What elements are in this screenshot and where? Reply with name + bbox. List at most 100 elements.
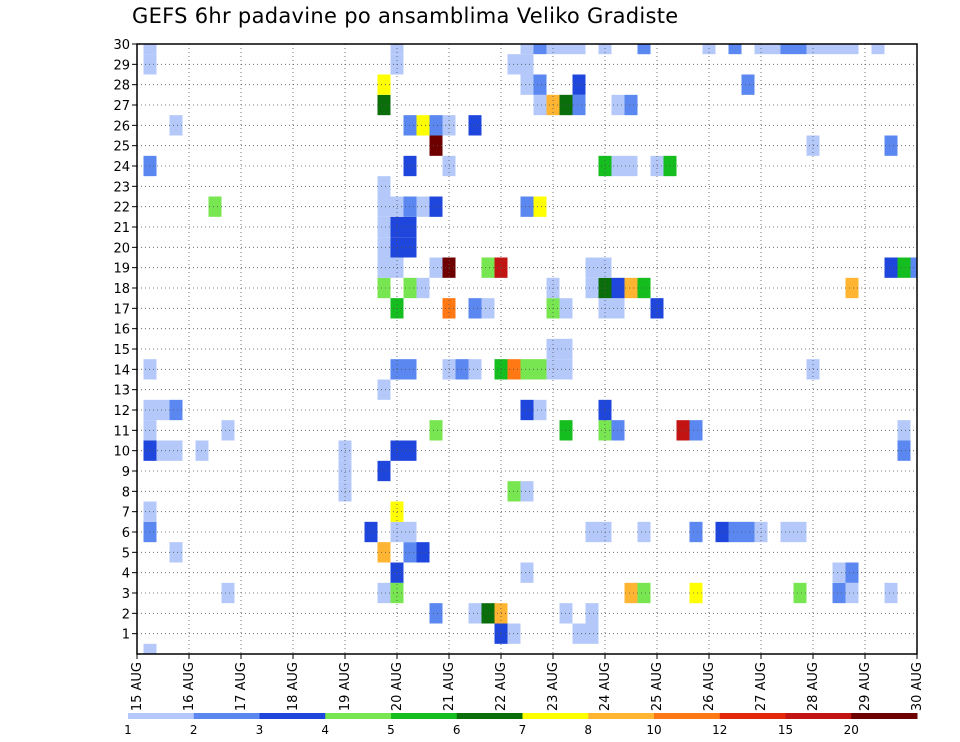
heatmap-cell	[416, 115, 430, 136]
y-tick-label: 22	[113, 201, 130, 216]
y-tick-label: 11	[113, 424, 130, 439]
x-tick-label: 29 AUG	[858, 662, 873, 711]
y-tick-label: 1	[122, 628, 130, 643]
heatmap-cell	[169, 399, 183, 421]
y-tick-label: 28	[113, 79, 130, 94]
heatmap-cell	[897, 440, 911, 461]
heatmap-cell	[169, 115, 183, 136]
heatmap-cell	[702, 44, 716, 55]
x-tick-label: 22 AUG	[494, 662, 509, 711]
heatmap-cell	[390, 44, 404, 55]
heatmap-cell	[741, 521, 755, 543]
heatmap-cell	[481, 257, 495, 278]
heatmap-cell	[481, 603, 495, 624]
heatmap-cell	[377, 176, 391, 197]
heatmap-cell	[728, 44, 742, 55]
heatmap-cell	[845, 562, 859, 583]
x-tick-label: 30 AUG	[910, 662, 925, 711]
heatmap-cell	[416, 196, 430, 217]
heatmap-cell	[377, 216, 391, 238]
y-tick-label: 9	[122, 465, 130, 480]
heatmap-cell	[533, 94, 547, 116]
colorbar-label: 2	[190, 723, 198, 737]
heatmap-cell	[520, 74, 534, 95]
heatmap-cell	[533, 74, 547, 95]
colorbar-segment	[325, 713, 392, 719]
heatmap-cell	[572, 94, 586, 116]
heatmap-cell	[429, 135, 443, 156]
x-tick-label: 27 AUG	[754, 662, 769, 711]
x-tick-label: 28 AUG	[806, 662, 821, 711]
heatmap-cell	[169, 440, 183, 461]
y-tick-label: 13	[113, 384, 130, 399]
heatmap-cell	[377, 94, 391, 116]
heatmap-cell	[624, 277, 638, 299]
heatmap-cell	[520, 54, 534, 75]
y-tick-label: 3	[122, 587, 130, 602]
y-tick-label: 5	[122, 546, 130, 561]
y-tick-label: 19	[113, 262, 130, 277]
y-tick-label: 23	[113, 180, 130, 195]
colorbar-segment	[851, 713, 918, 719]
y-tick-label: 20	[113, 241, 130, 256]
y-tick-label: 26	[113, 119, 130, 134]
x-tick-label: 17 AUG	[234, 662, 249, 711]
heatmap-cell	[819, 44, 833, 55]
heatmap-cell	[793, 44, 807, 55]
y-tick-label: 7	[122, 506, 130, 521]
y-tick-label: 15	[113, 343, 130, 358]
y-tick-label: 10	[113, 445, 130, 460]
heatmap-cell	[377, 582, 391, 604]
colorbar-label: 20	[844, 723, 859, 737]
heatmap-cell	[377, 74, 391, 95]
heatmap-cell	[156, 399, 170, 421]
x-tick-label: 26 AUG	[702, 662, 717, 711]
heatmap-cell	[585, 603, 599, 624]
heatmap-cell	[429, 603, 443, 624]
y-tick-label: 25	[113, 140, 130, 155]
heatmap-cell	[780, 521, 794, 543]
heatmap-cell	[624, 155, 638, 177]
heatmap-cell	[559, 44, 573, 55]
heatmap-cell	[429, 257, 443, 278]
heatmap-cell	[377, 196, 391, 217]
x-tick-label: 16 AUG	[182, 662, 197, 711]
x-tick-label: 23 AUG	[546, 662, 561, 711]
heatmap-cell	[585, 277, 599, 299]
heatmap-cell	[884, 582, 898, 604]
heatmap-cell	[637, 44, 651, 55]
heatmap-cell	[897, 257, 911, 278]
heatmap-cell	[533, 196, 547, 217]
heatmap-cell	[377, 257, 391, 278]
heatmap-cell	[806, 44, 820, 55]
heatmap-cell	[832, 562, 846, 583]
heatmap-cell	[546, 44, 560, 55]
heatmap-cell	[429, 196, 443, 217]
y-tick-label: 29	[113, 58, 130, 73]
colorbar-label: 4	[321, 723, 329, 737]
chart-title: GEFS 6hr padavine po ansamblima Veliko G…	[132, 4, 679, 28]
heatmap-cell	[585, 257, 599, 278]
colorbar-segment	[128, 713, 195, 719]
y-tick-label: 12	[113, 404, 130, 419]
x-tick-label: 18 AUG	[286, 662, 301, 711]
heatmap-cell	[884, 135, 898, 156]
heatmap-cell	[767, 44, 781, 55]
heatmap-cell	[689, 420, 703, 441]
heatmap-cell	[208, 196, 222, 217]
heatmap-cell	[689, 521, 703, 543]
y-tick-label: 24	[113, 160, 130, 175]
colorbar-segment	[654, 713, 721, 719]
heatmap-cell	[832, 582, 846, 604]
heatmap-cell	[468, 359, 482, 380]
x-tick-label: 19 AUG	[338, 662, 353, 711]
colorbar-segment	[391, 713, 458, 719]
colorbar-label: 15	[778, 723, 793, 737]
y-tick-label: 30	[113, 38, 130, 53]
colorbar-label: 3	[256, 723, 264, 737]
heatmap-cell	[221, 582, 235, 604]
heatmap-cell	[169, 542, 183, 563]
colorbar-label: 6	[453, 723, 461, 737]
heatmap-cell	[728, 521, 742, 543]
colorbar-label: 1	[124, 723, 132, 737]
